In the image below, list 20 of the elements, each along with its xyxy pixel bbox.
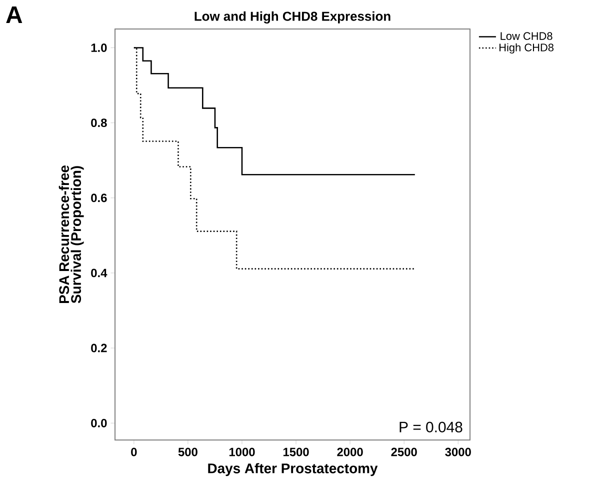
x-tick-label: 2000 bbox=[337, 448, 363, 456]
x-tick-label: 500 bbox=[178, 448, 198, 456]
y-tick-label: 0.4 bbox=[91, 268, 108, 278]
x-tick-label: 2500 bbox=[391, 448, 417, 456]
x-tick-label: 3000 bbox=[445, 448, 471, 456]
chart-title: Low and High CHD8 Expression bbox=[194, 11, 390, 24]
y-tick-label: 0.6 bbox=[91, 194, 107, 202]
y-axis-title: PSA Recurrence-free Survival (Proportion) bbox=[58, 165, 84, 304]
x-tick-label: 1500 bbox=[283, 448, 309, 456]
x-tick-label: 0 bbox=[131, 448, 137, 456]
y-tick-label: 1.0 bbox=[91, 44, 107, 52]
x-tick-label: 1000 bbox=[229, 448, 255, 456]
text: A bbox=[6, 6, 22, 23]
x-axis-title: Days After Prostatectomy bbox=[208, 463, 378, 476]
legend-label: High CHD8 bbox=[500, 43, 554, 54]
y-tick-label: 0.8 bbox=[91, 118, 107, 128]
annotation: P = 0.048 bbox=[400, 422, 462, 432]
legend-label: Low CHD8 bbox=[500, 32, 552, 40]
y-tick-label: 0.0 bbox=[91, 418, 107, 428]
y-tick-label: 0.2 bbox=[91, 344, 107, 352]
